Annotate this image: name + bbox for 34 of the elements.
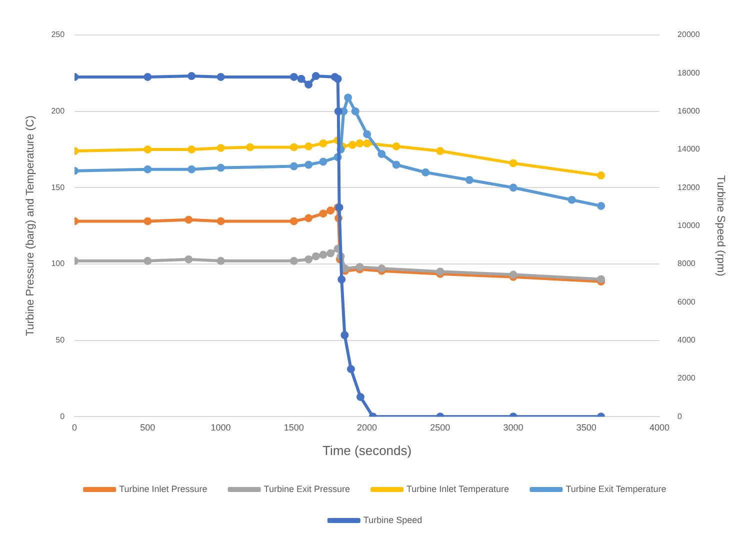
- x-tick-label: 0: [72, 422, 78, 432]
- y-tick-label: 0: [60, 412, 66, 421]
- y-tick-label: 150: [51, 182, 66, 192]
- y2-tick-label: 8000: [678, 259, 696, 268]
- x-tick-label: 3000: [503, 422, 524, 432]
- y-tick-label: 100: [51, 259, 66, 268]
- x-tick-label: 500: [140, 422, 156, 432]
- y2-tick-label: 16000: [678, 106, 700, 116]
- y-tick-label: 50: [56, 335, 66, 344]
- y2-tick-label: 2000: [678, 374, 696, 383]
- y2-axis-title: Turbine Speed (rpm): [714, 175, 726, 276]
- legend-label: Turbine Speed: [363, 514, 422, 525]
- y2-tick-label: 6000: [678, 297, 696, 306]
- y-axis-title: Turbine Pressure (barg) and Temperature (C): [24, 115, 37, 336]
- x-tick-label: 1000: [210, 422, 231, 432]
- x-tick-label: 3500: [576, 422, 596, 432]
- x-tick-label: 1500: [284, 422, 304, 432]
- legend-label: Turbine Inlet Pressure: [119, 484, 208, 494]
- y2-tick-label: 4000: [678, 335, 696, 344]
- x-axis-title: Time (seconds): [322, 442, 412, 458]
- y2-tick-label: 18000: [678, 68, 700, 78]
- legend-label: Turbine Exit Pressure: [264, 484, 350, 494]
- y2-tick-label: 14000: [678, 144, 700, 154]
- legend-label: Turbine Inlet Temperature: [406, 484, 510, 494]
- y2-tick-label: 10000: [678, 221, 700, 230]
- x-tick-label: 2000: [357, 422, 378, 432]
- x-tick-label: 4000: [650, 422, 670, 432]
- y2-tick-label: 12000: [678, 182, 700, 192]
- y2-tick-label: 0: [678, 412, 683, 421]
- legend-label: Turbine Exit Temperature: [566, 484, 666, 494]
- x-tick-label: 2500: [430, 422, 450, 432]
- y-tick-label: 250: [51, 30, 66, 40]
- y-tick-label: 200: [51, 106, 66, 116]
- y2-tick-label: 20000: [678, 30, 700, 40]
